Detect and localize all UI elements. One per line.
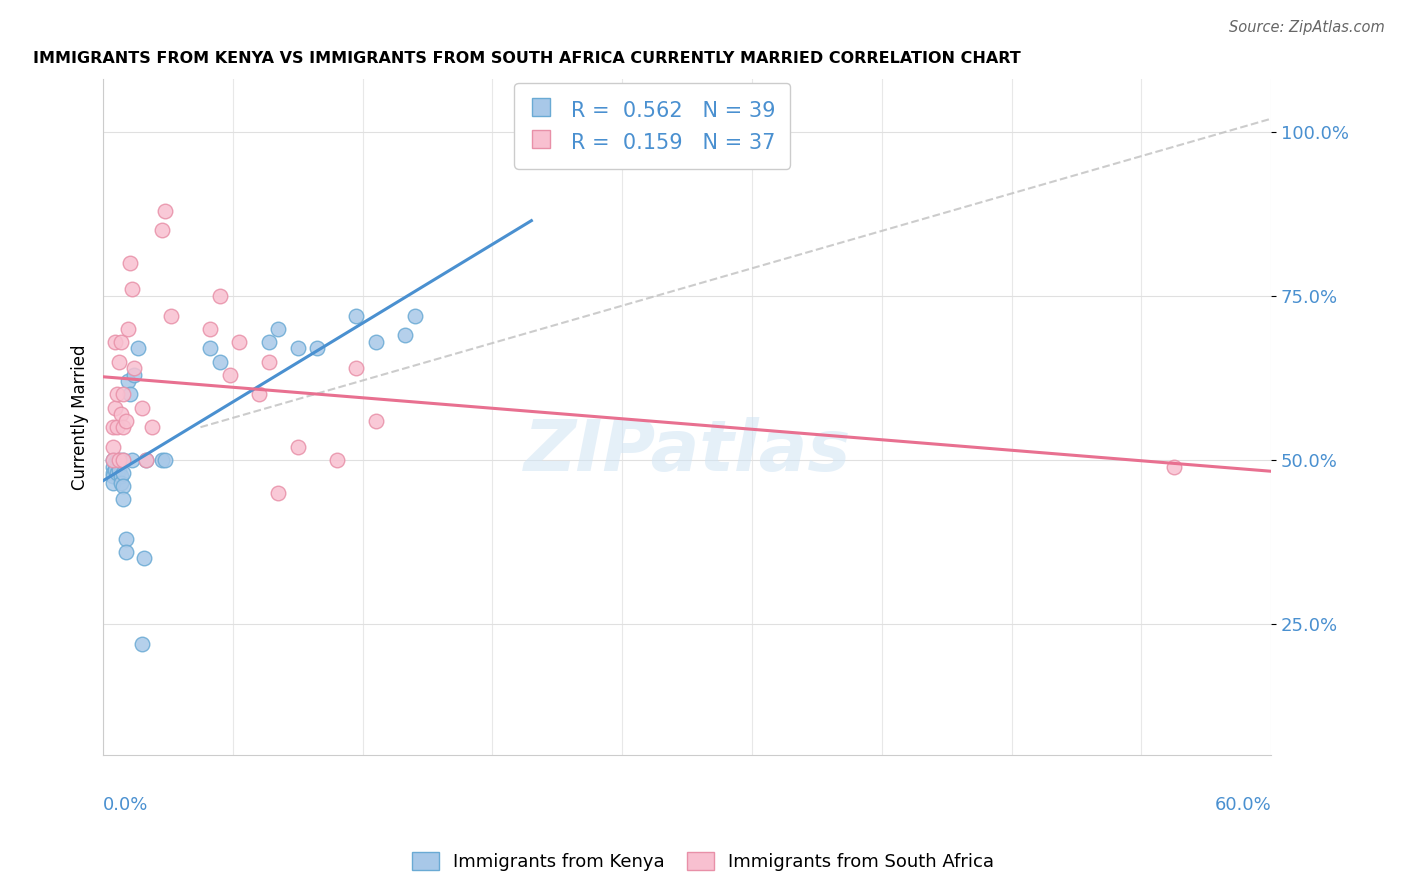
Point	[198, 322, 221, 336]
Point	[131, 401, 153, 415]
Point	[101, 466, 124, 480]
Point	[110, 475, 132, 490]
Point	[267, 322, 290, 336]
Point	[121, 453, 143, 467]
Point	[247, 387, 270, 401]
Point	[101, 440, 124, 454]
Point	[344, 361, 367, 376]
Point	[101, 453, 124, 467]
Point	[257, 334, 280, 349]
Point	[155, 453, 177, 467]
Point	[104, 463, 127, 477]
Point	[404, 309, 426, 323]
Point	[111, 479, 134, 493]
Point	[111, 453, 134, 467]
Point	[101, 459, 124, 474]
Point	[115, 532, 138, 546]
Point	[110, 469, 132, 483]
Point	[394, 328, 416, 343]
Point	[101, 453, 124, 467]
Point	[344, 309, 367, 323]
Point	[105, 387, 128, 401]
Point	[120, 387, 142, 401]
Point	[111, 387, 134, 401]
Point	[150, 223, 173, 237]
Text: 60.0%: 60.0%	[1215, 796, 1271, 814]
Point	[115, 414, 138, 428]
Point	[111, 420, 134, 434]
Point	[257, 354, 280, 368]
Point	[121, 282, 143, 296]
Point	[364, 414, 387, 428]
Point	[218, 368, 240, 382]
Point	[1163, 459, 1185, 474]
Point	[110, 407, 132, 421]
Point	[101, 420, 124, 434]
Point	[104, 456, 127, 470]
Point	[111, 492, 134, 507]
Point	[107, 453, 129, 467]
Point	[155, 203, 177, 218]
Point	[141, 420, 163, 434]
Point	[104, 334, 127, 349]
Point	[124, 368, 146, 382]
Legend: R =  0.562   N = 39, R =  0.159   N = 37: R = 0.562 N = 39, R = 0.159 N = 37	[515, 83, 790, 169]
Point	[208, 289, 231, 303]
Point	[325, 453, 347, 467]
Point	[131, 637, 153, 651]
Point	[110, 334, 132, 349]
Point	[287, 440, 309, 454]
Point	[135, 453, 157, 467]
Point	[198, 342, 221, 356]
Point	[127, 342, 149, 356]
Point	[208, 354, 231, 368]
Text: 0.0%: 0.0%	[103, 796, 149, 814]
Point	[228, 334, 250, 349]
Point	[115, 545, 138, 559]
Point	[124, 361, 146, 376]
Point	[105, 453, 128, 467]
Point	[150, 453, 173, 467]
Point	[307, 342, 329, 356]
Text: Source: ZipAtlas.com: Source: ZipAtlas.com	[1229, 20, 1385, 35]
Point	[105, 466, 128, 480]
Text: IMMIGRANTS FROM KENYA VS IMMIGRANTS FROM SOUTH AFRICA CURRENTLY MARRIED CORRELAT: IMMIGRANTS FROM KENYA VS IMMIGRANTS FROM…	[34, 51, 1021, 66]
Point	[117, 322, 139, 336]
Point	[101, 475, 124, 490]
Point	[107, 354, 129, 368]
Point	[111, 453, 134, 467]
Point	[111, 466, 134, 480]
Point	[132, 551, 155, 566]
Point	[107, 463, 129, 477]
Text: ZIPatlas: ZIPatlas	[523, 417, 851, 485]
Y-axis label: Currently Married: Currently Married	[72, 344, 89, 490]
Point	[287, 342, 309, 356]
Point	[101, 469, 124, 483]
Point	[364, 334, 387, 349]
Point	[135, 453, 157, 467]
Point	[120, 256, 142, 270]
Point	[267, 485, 290, 500]
Point	[104, 401, 127, 415]
Point	[117, 374, 139, 388]
Point	[160, 309, 183, 323]
Point	[105, 420, 128, 434]
Point	[107, 453, 129, 467]
Legend: Immigrants from Kenya, Immigrants from South Africa: Immigrants from Kenya, Immigrants from S…	[405, 846, 1001, 879]
